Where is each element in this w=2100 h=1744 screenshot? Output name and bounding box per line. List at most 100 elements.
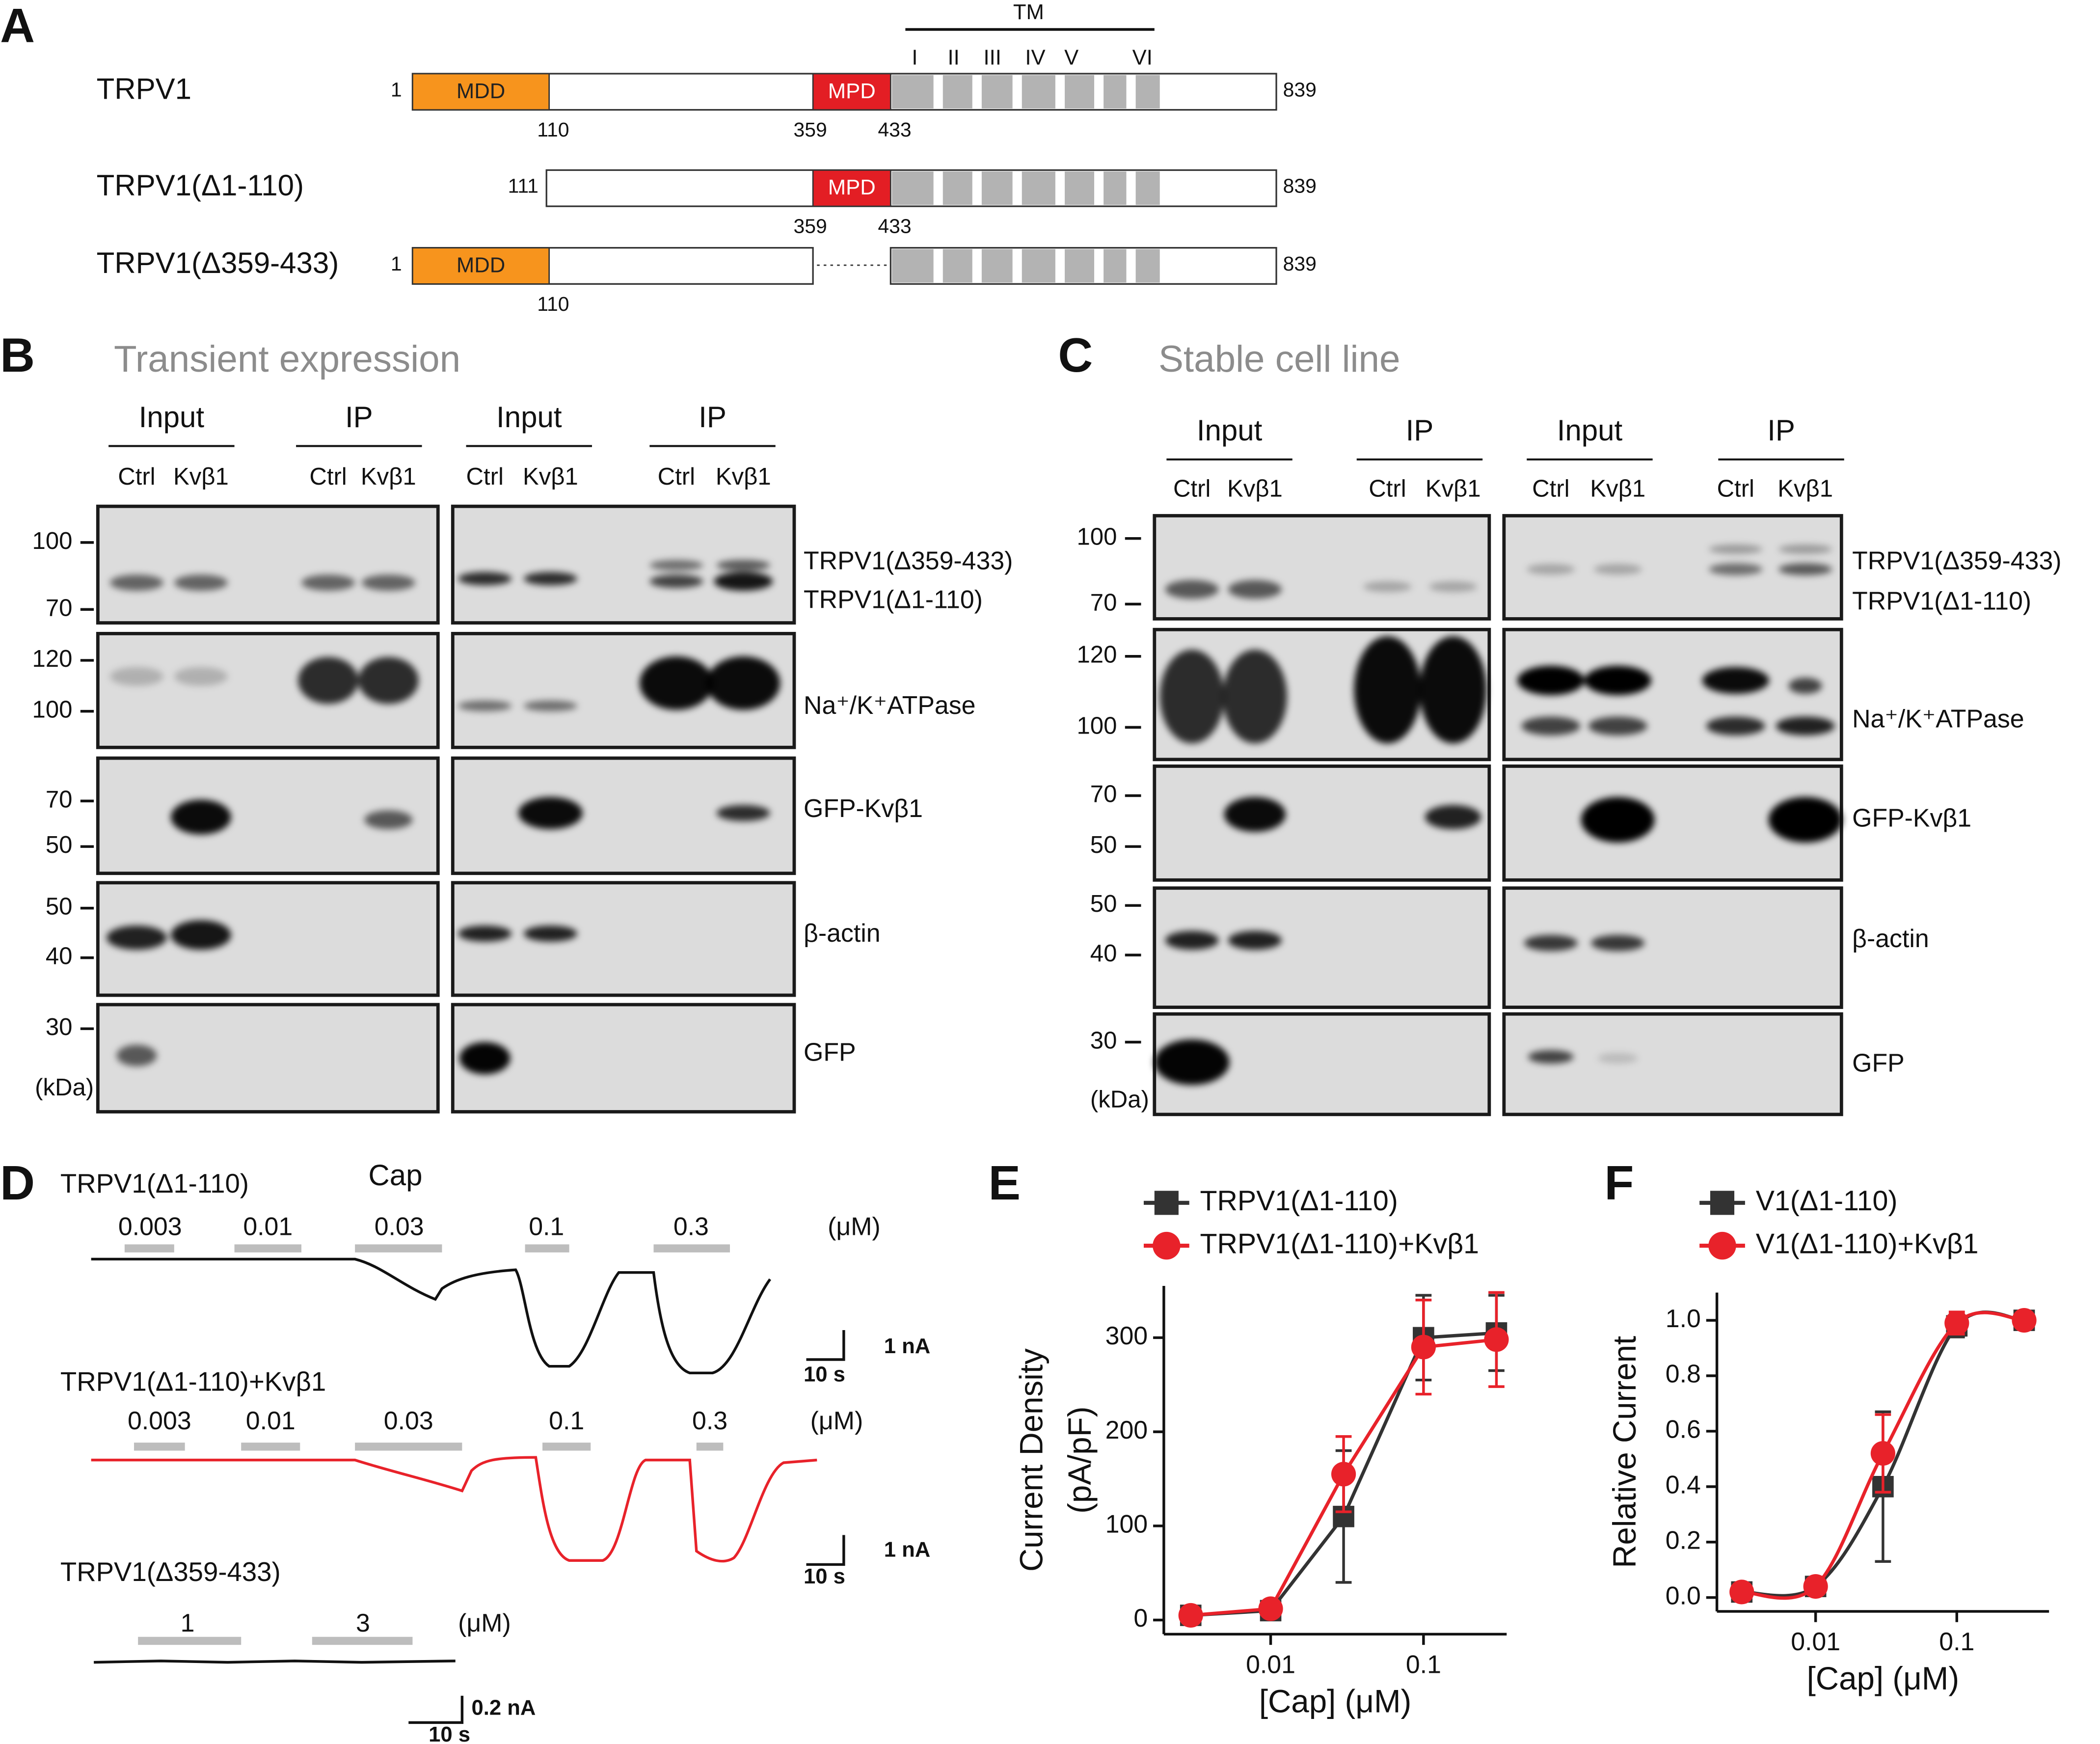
- band: [116, 1044, 157, 1066]
- lane-label: Kvβ1: [361, 463, 416, 490]
- band: [523, 572, 577, 586]
- band: [458, 926, 512, 942]
- band: [1521, 716, 1581, 736]
- size-marker: 120: [1077, 642, 1117, 668]
- y-tick-label: 0.4: [1666, 1471, 1701, 1499]
- band: [174, 574, 228, 591]
- y-tick-label: 0.2: [1666, 1526, 1701, 1554]
- lane-label: Ctrl: [118, 463, 155, 490]
- application-bar: [653, 1244, 730, 1253]
- band: [1709, 563, 1763, 575]
- concentration-unit: (μM): [458, 1608, 511, 1637]
- band: [298, 657, 358, 704]
- band: [706, 656, 781, 710]
- concentration-label: 0.003: [128, 1406, 191, 1435]
- tm-gap: [1094, 75, 1104, 109]
- band-label: Na⁺/K⁺ATPase: [1852, 704, 2024, 733]
- domain-label: MDD: [457, 79, 505, 103]
- bands: [458, 656, 781, 711]
- tm-region: [892, 249, 1160, 283]
- tm-segment-label: VI: [1132, 46, 1153, 70]
- concentration-label: 0.003: [118, 1212, 182, 1240]
- band: [1709, 544, 1763, 554]
- band: [1597, 1053, 1638, 1064]
- lane-label: Ctrl: [309, 463, 347, 490]
- group-header: Input: [496, 401, 562, 434]
- size-marker: 50: [46, 832, 73, 858]
- trace-name: TRPV1(Δ359-433): [60, 1557, 281, 1587]
- data-point: [1944, 1310, 1969, 1335]
- size-marker: 70: [1090, 781, 1117, 807]
- application-bar: [542, 1443, 591, 1451]
- tm-gap: [933, 75, 943, 109]
- band-label: TRPV1(Δ1-110): [804, 585, 983, 614]
- size-marker: 40: [1090, 940, 1117, 967]
- domain-box: [812, 169, 891, 207]
- data-point: [1331, 1462, 1356, 1487]
- band: [1363, 581, 1412, 592]
- tm-segment-label: I: [912, 46, 917, 70]
- tm-gap: [1094, 171, 1104, 205]
- size-unit: (kDa): [1090, 1086, 1149, 1113]
- group-header: Input: [139, 401, 205, 434]
- size-marker: 70: [1090, 589, 1117, 616]
- bands: [1517, 665, 1835, 736]
- x-tick-label: 0.1: [1939, 1627, 1974, 1656]
- band: [1159, 650, 1224, 744]
- tm-gap: [1055, 171, 1065, 205]
- band: [1154, 1039, 1230, 1085]
- blot: [96, 504, 440, 625]
- group-header: IP: [1406, 414, 1434, 447]
- bands: [1527, 544, 1832, 575]
- size-marker: 30: [1090, 1027, 1117, 1054]
- band: [301, 574, 355, 591]
- residue-start: 111: [508, 175, 538, 197]
- x-axis-label: [Cap] (μM): [1259, 1683, 1412, 1719]
- x-tick-label: 0.1: [1406, 1650, 1441, 1678]
- bands: [1165, 931, 1282, 950]
- panel-title: Transient expression: [114, 338, 460, 380]
- data-point: [1803, 1574, 1828, 1599]
- y-axis-label: Current Density: [1014, 1348, 1050, 1572]
- size-marker: 40: [46, 943, 73, 970]
- lane-label: Kvβ1: [1227, 475, 1283, 502]
- data-point: [1178, 1603, 1203, 1628]
- legend-marker: [1154, 1191, 1179, 1215]
- size-unit: (kDa): [35, 1074, 94, 1101]
- band: [358, 657, 419, 704]
- band: [1222, 650, 1287, 744]
- tm-segment-label: II: [947, 46, 959, 70]
- traces: [91, 28, 1155, 1724]
- concentration-label: 3: [356, 1608, 370, 1637]
- band: [1527, 564, 1575, 575]
- tm-segment-label: IV: [1025, 46, 1045, 70]
- band: [174, 667, 228, 686]
- bands: [1524, 935, 1645, 951]
- tm-gap: [1126, 75, 1136, 109]
- x-axis-label: [Cap] (μM): [1807, 1661, 1960, 1696]
- application-bar: [525, 1244, 569, 1253]
- bands: [458, 926, 577, 942]
- current-trace: [91, 1257, 772, 1375]
- data-point: [1729, 1580, 1754, 1605]
- legend-marker: [1710, 1191, 1735, 1215]
- data-point: [1258, 1596, 1283, 1621]
- size-marker: 50: [1090, 891, 1117, 917]
- lane-label: Ctrl: [1717, 475, 1754, 502]
- trace-name: TRPV1(Δ1-110): [60, 1169, 249, 1199]
- panel-label: A: [0, 0, 35, 53]
- band: [361, 574, 415, 591]
- band: [1768, 797, 1842, 843]
- legend-label: TRPV1(Δ1-110)+Kvβ1: [1200, 1228, 1479, 1259]
- size-marker: 50: [1090, 832, 1117, 858]
- band: [1354, 636, 1421, 744]
- panel-label: B: [0, 328, 35, 382]
- blot: [1153, 1012, 1491, 1117]
- bands: [1154, 1039, 1230, 1085]
- legend-label: TRPV1(Δ1-110): [1200, 1185, 1398, 1217]
- tm-region: [892, 75, 1160, 109]
- concentration-unit: (μM): [810, 1406, 863, 1435]
- band-label: GFP-Kvβ1: [804, 794, 923, 822]
- group-header: IP: [345, 401, 373, 434]
